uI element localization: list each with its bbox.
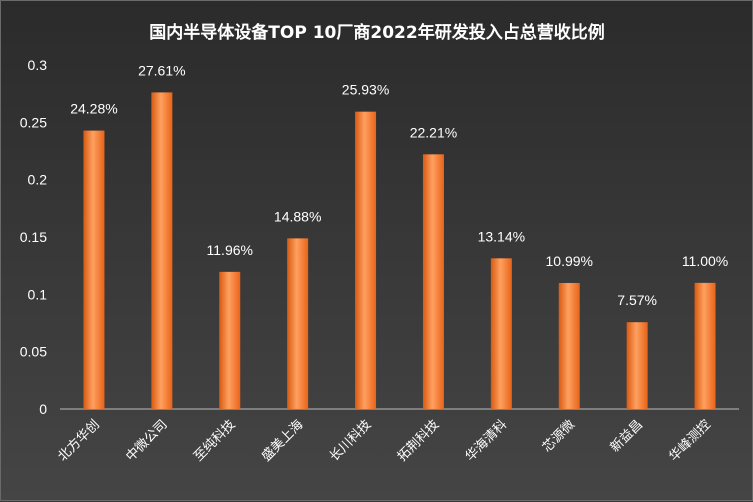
bar (355, 111, 377, 409)
x-tick-label: 拓荆科技 (394, 417, 442, 465)
data-label: 10.99% (546, 253, 593, 269)
bar (626, 322, 648, 409)
y-tick-label: 0.2 (28, 172, 48, 188)
bar (422, 154, 444, 409)
x-tick-label: 盛美上海 (259, 417, 306, 464)
y-tick-label: 0.3 (28, 57, 48, 73)
x-tick-label: 至纯科技 (191, 417, 238, 464)
chart-title: 国内半导体设备TOP 10厂商2022年研发投入占总营收比例 (149, 22, 604, 43)
x-tick-label: 中微公司 (123, 417, 170, 464)
bar (287, 238, 309, 409)
y-tick-label: 0.15 (20, 229, 47, 245)
data-label: 13.14% (478, 228, 525, 244)
y-tick-label: 0.05 (20, 344, 47, 360)
bar (558, 282, 580, 409)
bar (694, 282, 716, 409)
data-label: 22.21% (410, 124, 457, 140)
bar (490, 258, 512, 409)
data-label: 24.28% (70, 101, 117, 117)
x-tick-label: 芯源微 (540, 417, 578, 455)
data-label: 11.96% (207, 242, 253, 258)
bar (151, 92, 173, 409)
y-tick-label: 0.25 (20, 114, 47, 130)
y-tick-label: 0.1 (28, 286, 48, 302)
x-tick-label: 北方华创 (55, 417, 103, 465)
bar (83, 130, 105, 409)
x-tick-label: 新益昌 (607, 417, 646, 456)
y-tick-label: 0 (39, 401, 47, 417)
x-tick-label: 华海清科 (463, 417, 510, 464)
data-label: 7.57% (617, 292, 657, 308)
bar (219, 271, 241, 409)
data-label: 11.00% (682, 253, 728, 269)
data-label: 25.93% (342, 82, 389, 98)
data-label: 27.61% (138, 62, 185, 78)
data-label: 14.88% (274, 208, 321, 224)
x-tick-label: 长川科技 (327, 417, 374, 464)
x-tick-label: 华峰测控 (666, 417, 713, 464)
